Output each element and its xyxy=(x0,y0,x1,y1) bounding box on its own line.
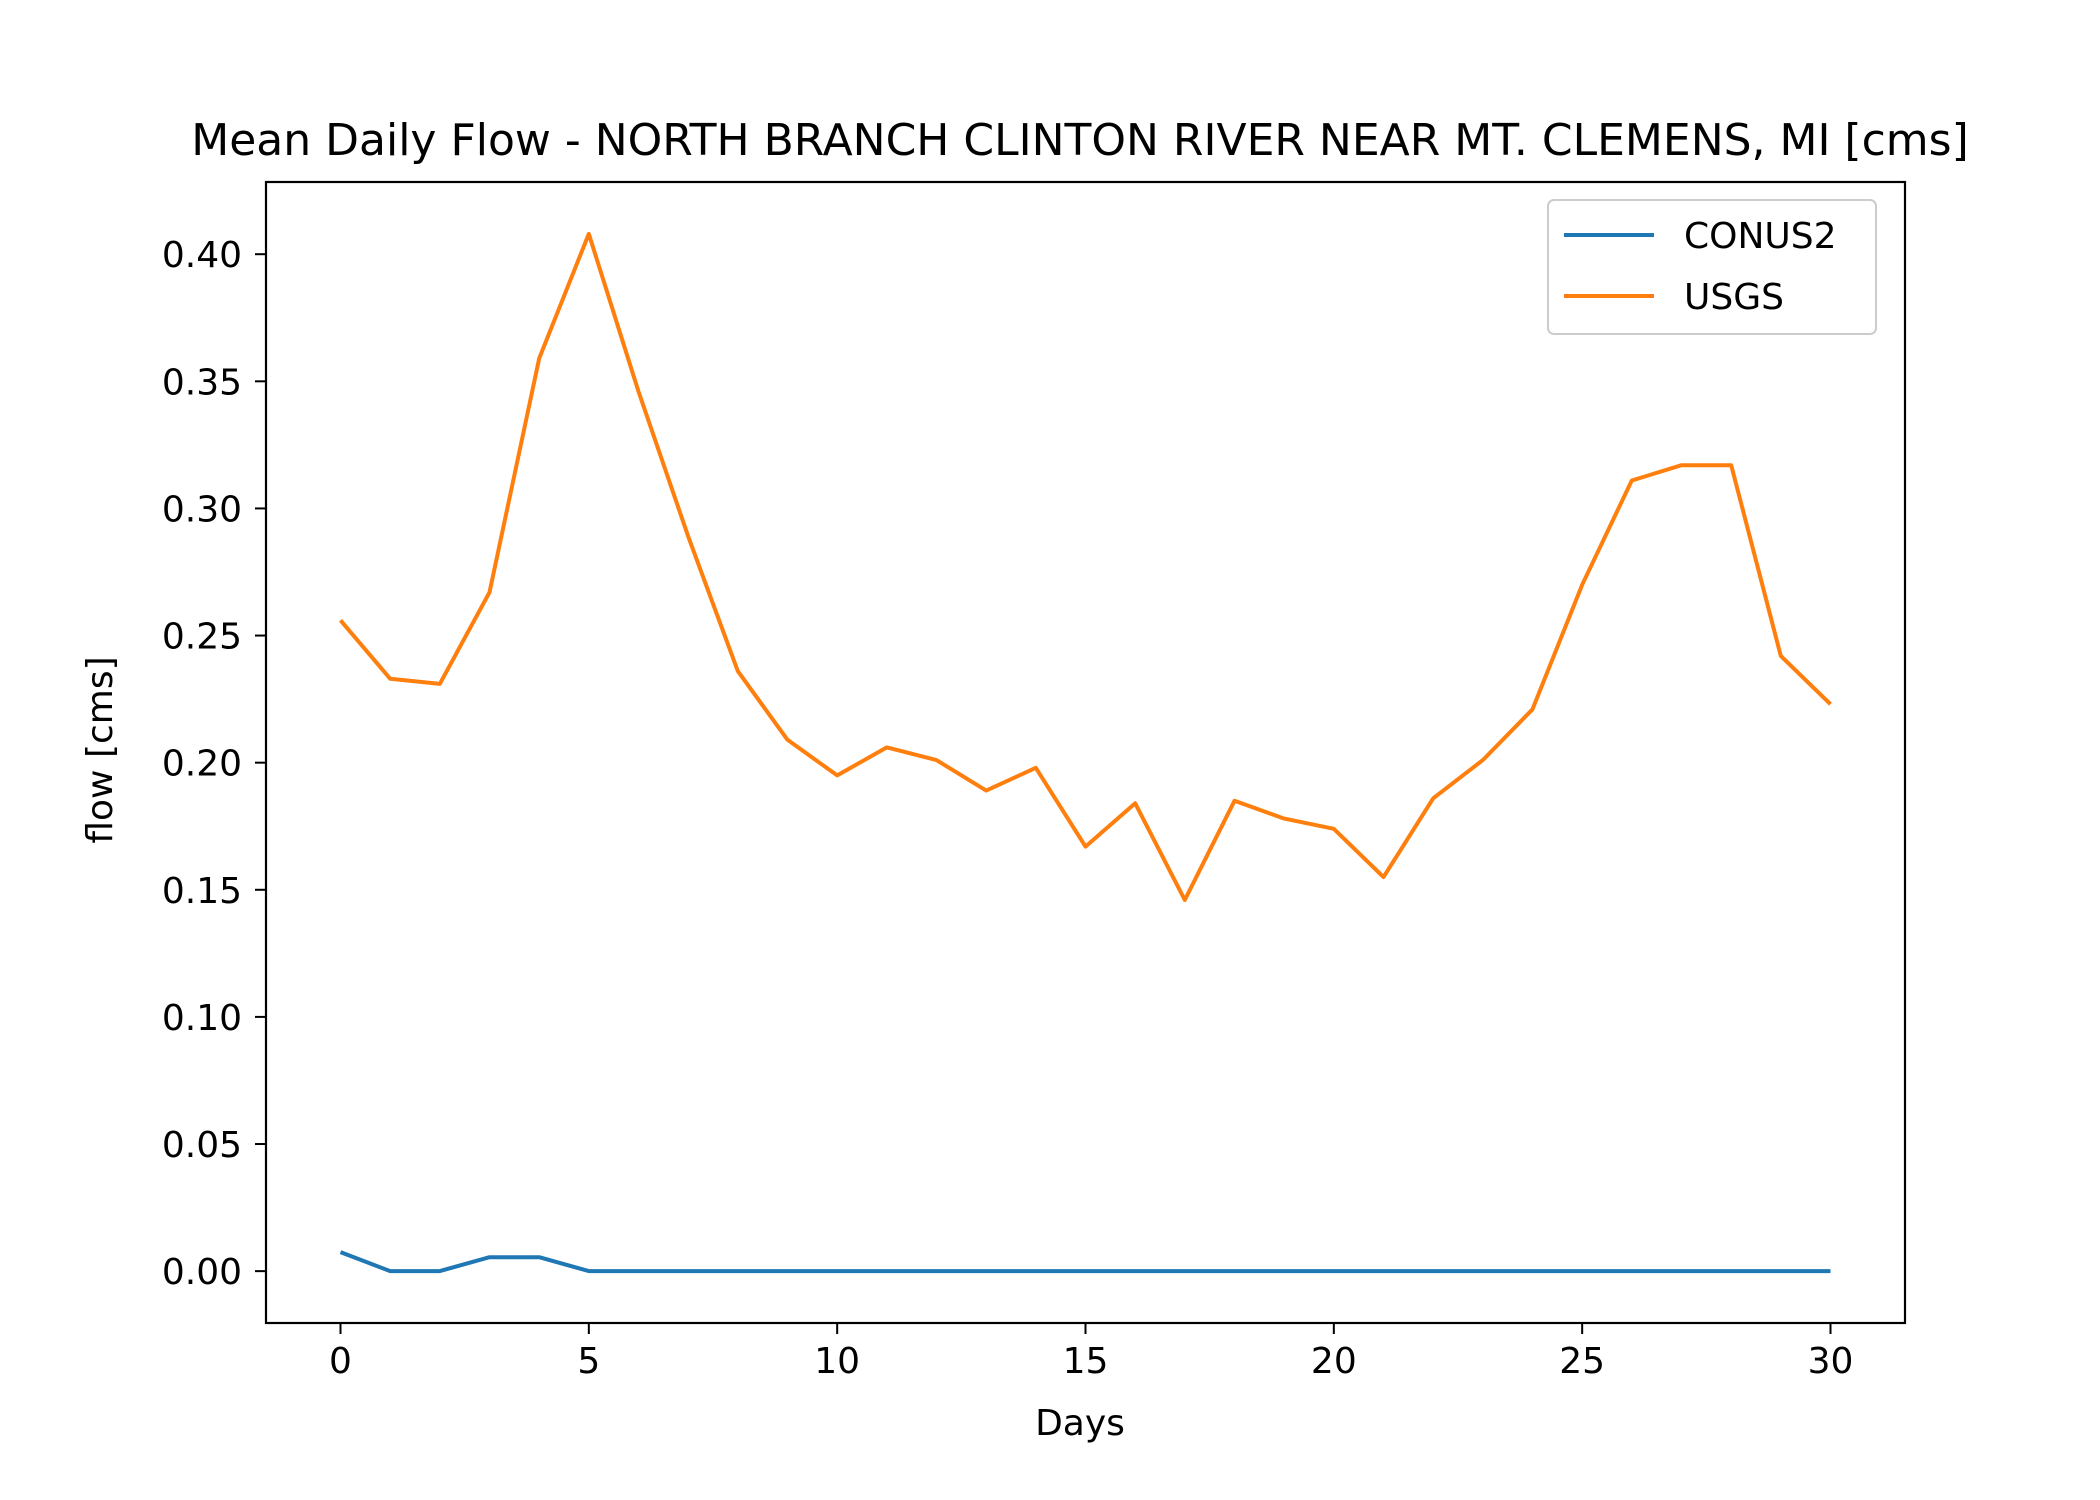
series-group xyxy=(338,231,1832,1274)
series-line-conus2 xyxy=(339,1250,1831,1274)
x-tick-label: 15 xyxy=(1063,1341,1109,1382)
y-tick-label: 0.00 xyxy=(162,1252,242,1293)
y-tick-label: 0.35 xyxy=(162,362,242,403)
legend-label-usgs: USGS xyxy=(1684,277,1784,318)
chart-title: Mean Daily Flow - NORTH BRANCH CLINTON R… xyxy=(191,115,1969,166)
y-tick-label: 0.15 xyxy=(162,871,242,912)
y-tick-label: 0.10 xyxy=(162,998,242,1039)
y-tick-label: 0.20 xyxy=(162,744,242,785)
y-tick-label: 0.05 xyxy=(162,1125,242,1166)
y-tick-label: 0.40 xyxy=(162,235,242,276)
legend-label-conus2: CONUS2 xyxy=(1684,216,1837,257)
y-axis: 0.00 0.05 0.10 0.15 0.20 0.25 0.30 0.35 0.40 xyxy=(162,235,266,1293)
x-tick-label: 20 xyxy=(1311,1341,1357,1382)
y-tick-label: 0.30 xyxy=(162,489,242,530)
x-axis-label: Days xyxy=(1035,1403,1125,1444)
y-tick-label: 0.25 xyxy=(162,617,242,658)
x-tick-label: 30 xyxy=(1808,1341,1854,1382)
x-tick-label: 25 xyxy=(1559,1341,1605,1382)
x-tick-label: 10 xyxy=(814,1341,860,1382)
x-tick-label: 0 xyxy=(329,1341,352,1382)
plot-area xyxy=(264,180,1907,1325)
legend: CONUS2 USGS xyxy=(1547,199,1877,335)
plot-background xyxy=(266,182,1905,1323)
series-line-usgs xyxy=(338,231,1832,902)
x-tick-label: 5 xyxy=(577,1341,600,1382)
x-axis: 0 5 10 15 20 25 30 xyxy=(329,1323,1853,1382)
y-axis-label: flow [cms] xyxy=(80,656,121,843)
